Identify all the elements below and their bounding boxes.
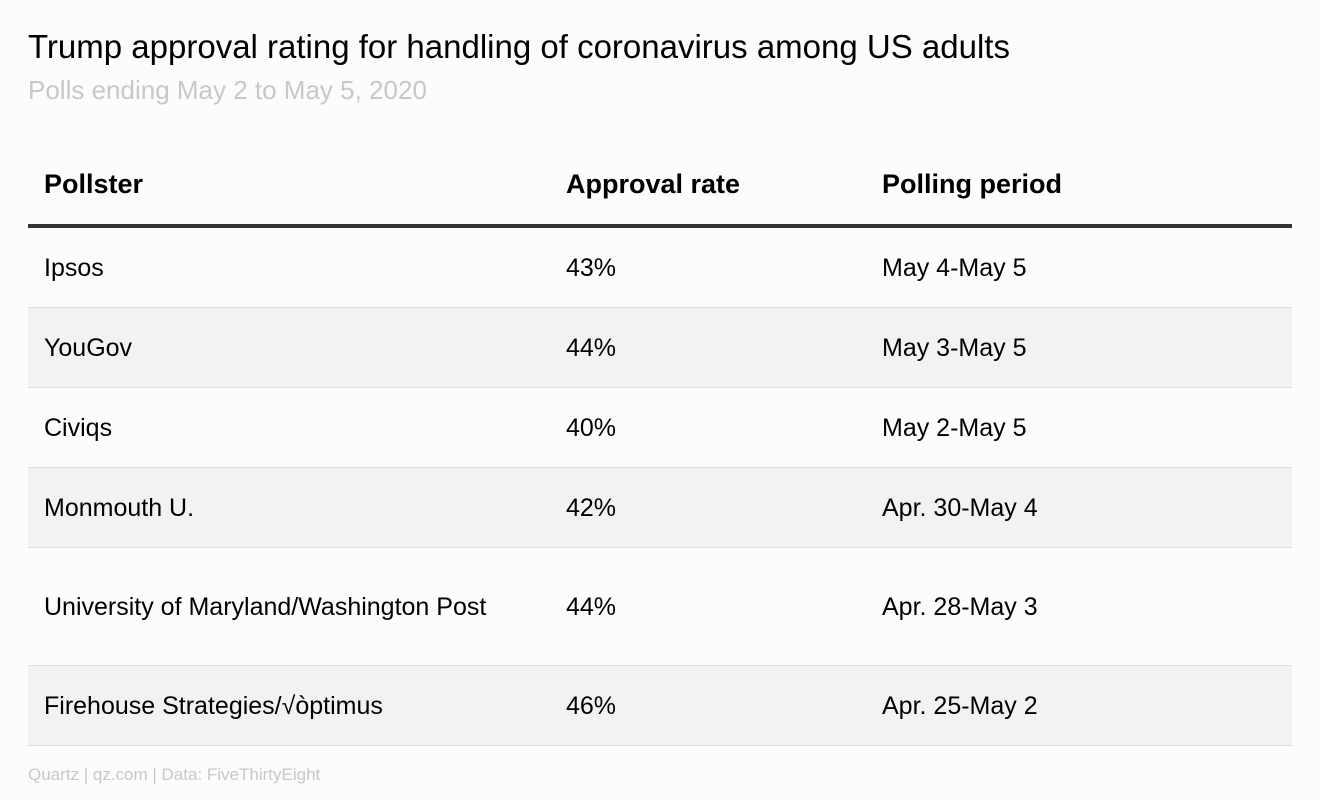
header-approval-rate: Approval rate xyxy=(566,169,741,199)
chart-title: Trump approval rating for handling of co… xyxy=(28,28,1010,65)
header-polling-period: Polling period xyxy=(882,169,1062,199)
table-body: Ipsos 43% May 4-May 5 YouGov 44% May 3-May 5 C… xyxy=(28,228,1292,746)
table-row: Ipsos 43% May 4-May 5 xyxy=(28,228,1292,308)
cell-pollster: Firehouse Strategies/√òptimus xyxy=(44,691,383,720)
cell-pollster: University of Maryland/Washington Post xyxy=(44,592,487,621)
cell-polling-period: Apr. 25-May 2 xyxy=(882,691,1038,720)
cell-polling-period: Apr. 30-May 4 xyxy=(882,493,1038,522)
source-footer: Quartz | qz.com | Data: FiveThirtyEight xyxy=(28,765,321,784)
header-pollster: Pollster xyxy=(44,169,144,199)
table-header: Pollster Approval rate Polling period xyxy=(28,145,1292,228)
cell-pollster: YouGov xyxy=(44,333,133,362)
cell-polling-period: May 3-May 5 xyxy=(882,333,1027,362)
cell-approval-rate: 44% xyxy=(566,592,617,621)
cell-pollster: Ipsos xyxy=(44,253,104,282)
table-row: University of Maryland/Washington Post 44… xyxy=(28,548,1292,666)
cell-approval-rate: 42% xyxy=(566,493,617,522)
table-row: Civiqs 40% May 2-May 5 xyxy=(28,388,1292,468)
cell-approval-rate: 40% xyxy=(566,413,617,442)
cell-polling-period: May 4-May 5 xyxy=(882,253,1027,282)
cell-pollster: Monmouth U. xyxy=(44,493,195,522)
poll-table: Pollster Approval rate Polling period Ip… xyxy=(28,145,1292,746)
cell-polling-period: May 2-May 5 xyxy=(882,413,1027,442)
cell-approval-rate: 46% xyxy=(566,691,617,720)
cell-approval-rate: 43% xyxy=(566,253,617,282)
cell-pollster: Civiqs xyxy=(44,413,113,442)
table-row: Firehouse Strategies/√òptimus 46% Apr. 25-… xyxy=(28,666,1292,746)
table-row: Monmouth U. 42% Apr. 30-May 4 xyxy=(28,468,1292,548)
table-row: YouGov 44% May 3-May 5 xyxy=(28,308,1292,388)
chart-subtitle: Polls ending May 2 to May 5, 2020 xyxy=(28,75,427,105)
cell-approval-rate: 44% xyxy=(566,333,617,362)
cell-polling-period: Apr. 28-May 3 xyxy=(882,592,1038,621)
